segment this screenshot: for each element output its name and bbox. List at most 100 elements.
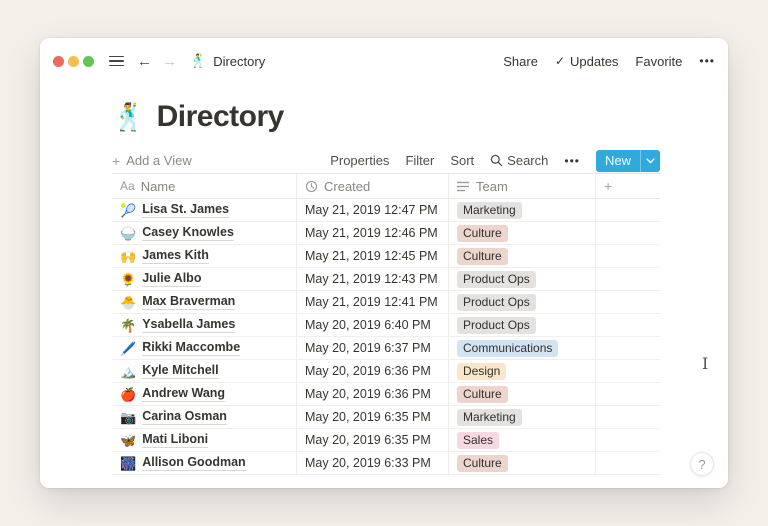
add-view-label: Add a View (126, 153, 192, 168)
table-row[interactable]: 🏔️ Kyle Mitchell May 20, 2019 6:36 PM Des… (112, 360, 660, 383)
empty-cell[interactable] (596, 452, 658, 474)
person-name[interactable]: Mati Liboni (142, 432, 209, 449)
created-cell[interactable]: May 21, 2019 12:46 PM (297, 222, 449, 244)
empty-cell[interactable] (596, 360, 658, 382)
created-cell[interactable]: May 21, 2019 12:41 PM (297, 291, 449, 313)
column-header-team[interactable]: Team (449, 174, 596, 198)
sort-button[interactable]: Sort (450, 153, 475, 168)
page-title: 🕺 Directory (112, 98, 660, 136)
empty-cell[interactable] (596, 291, 658, 313)
person-name[interactable]: Andrew Wang (142, 386, 226, 403)
favorite-button[interactable]: Favorite (635, 53, 683, 69)
notion-window: ← → 🕺 Directory Share ✓ Updates Favorite… (40, 38, 728, 488)
table-row[interactable]: 🍚 Casey Knowles May 21, 2019 12:46 PM Cul… (112, 222, 660, 245)
new-button[interactable]: New (595, 149, 660, 172)
table-row[interactable]: 🍎 Andrew Wang May 20, 2019 6:36 PM Cultur… (112, 383, 660, 406)
created-cell[interactable]: May 21, 2019 12:45 PM (297, 245, 449, 267)
team-tag[interactable]: Culture (457, 224, 508, 242)
table-row[interactable]: 🎆 Allison Goodman May 20, 2019 6:33 PM Cu… (112, 452, 660, 475)
empty-cell[interactable] (596, 337, 658, 359)
titlebar: ← → 🕺 Directory Share ✓ Updates Favorite… (40, 46, 728, 76)
minimize-button[interactable] (68, 55, 79, 67)
created-cell[interactable]: May 20, 2019 6:35 PM (297, 406, 449, 428)
team-tag[interactable]: Communications (457, 339, 559, 357)
text-cursor-icon: I (702, 354, 709, 373)
properties-button[interactable]: Properties (330, 153, 390, 168)
person-name[interactable]: Rikki Maccombe (142, 340, 241, 357)
search-button[interactable]: Search (490, 153, 548, 168)
person-name[interactable]: Kyle Mitchell (142, 363, 219, 380)
person-name[interactable]: Allison Goodman (142, 455, 246, 472)
page-title-text[interactable]: Directory (156, 100, 285, 133)
column-header-name[interactable]: Aa Name (112, 174, 297, 198)
empty-cell[interactable] (596, 406, 658, 428)
team-tag[interactable]: Product Ops (457, 316, 536, 334)
titlebar-actions: Share ✓ Updates Favorite ••• (503, 54, 715, 69)
person-name[interactable]: Casey Knowles (142, 225, 234, 242)
share-button[interactable]: Share (503, 53, 538, 69)
empty-cell[interactable] (596, 222, 658, 244)
breadcrumb[interactable]: 🕺 Directory (190, 53, 265, 69)
person-name[interactable]: Carina Osman (142, 409, 227, 426)
created-cell[interactable]: May 20, 2019 6:37 PM (297, 337, 449, 359)
created-cell[interactable]: May 20, 2019 6:35 PM (297, 429, 449, 451)
team-tag[interactable]: Sales (457, 431, 500, 449)
team-tag[interactable]: Product Ops (457, 270, 536, 288)
updates-button[interactable]: ✓ Updates (555, 54, 618, 69)
empty-cell[interactable] (596, 429, 658, 451)
table-row[interactable]: 🌻 Julie Albo May 21, 2019 12:43 PM Produc… (112, 268, 660, 291)
empty-cell[interactable] (596, 314, 658, 336)
team-tag[interactable]: Marketing (457, 201, 522, 219)
chevron-down-icon[interactable] (640, 149, 660, 172)
table-row[interactable]: 🌴 Ysabella James May 20, 2019 6:40 PM Pro… (112, 314, 660, 337)
table-body: 🎾 Lisa St. James May 21, 2019 12:47 PM Ma… (112, 199, 660, 475)
row-emoji: 🌻 (120, 271, 137, 287)
table-row[interactable]: 🦋 Mati Liboni May 20, 2019 6:35 PM Sales (112, 429, 660, 452)
table-header: Aa Name Created Team + (112, 174, 660, 199)
column-header-created[interactable]: Created (297, 174, 449, 198)
person-name[interactable]: James Kith (142, 248, 209, 265)
help-button[interactable]: ? (690, 452, 714, 476)
team-tag[interactable]: Culture (457, 385, 508, 403)
select-list-icon (457, 181, 470, 192)
add-column-button[interactable]: + (604, 178, 613, 194)
empty-cell[interactable] (596, 268, 658, 290)
page-title-emoji: 🕺 (112, 102, 146, 132)
created-cell[interactable]: May 20, 2019 6:33 PM (297, 452, 449, 474)
created-cell[interactable]: May 20, 2019 6:40 PM (297, 314, 449, 336)
empty-cell[interactable] (596, 245, 658, 267)
person-name[interactable]: Ysabella James (142, 317, 236, 334)
back-icon[interactable]: ← (137, 52, 152, 70)
empty-cell[interactable] (596, 199, 658, 221)
person-name[interactable]: Max Braverman (142, 294, 236, 311)
zoom-button[interactable] (83, 55, 94, 67)
team-tag[interactable]: Culture (457, 454, 508, 472)
team-tag[interactable]: Culture (457, 247, 508, 265)
row-emoji: 📷 (120, 409, 137, 425)
row-emoji: 🎾 (120, 202, 137, 218)
row-emoji: 🏔️ (120, 363, 137, 379)
table-row[interactable]: 🎾 Lisa St. James May 21, 2019 12:47 PM Ma… (112, 199, 660, 222)
table-row[interactable]: 🖊️ Rikki Maccombe May 20, 2019 6:37 PM Co… (112, 337, 660, 360)
view-more-icon[interactable]: ••• (564, 153, 580, 168)
forward-icon[interactable]: → (162, 52, 177, 70)
team-tag[interactable]: Marketing (457, 408, 522, 426)
team-tag[interactable]: Design (457, 362, 507, 380)
sidebar-menu-icon[interactable] (109, 55, 124, 67)
person-name[interactable]: Julie Albo (142, 271, 202, 288)
close-button[interactable] (53, 55, 64, 67)
add-view-button[interactable]: + Add a View (112, 153, 192, 169)
created-cell[interactable]: May 21, 2019 12:47 PM (297, 199, 449, 221)
filter-button[interactable]: Filter (405, 153, 435, 168)
person-name[interactable]: Lisa St. James (142, 202, 230, 219)
team-tag[interactable]: Product Ops (457, 293, 536, 311)
table-row[interactable]: 🙌 James Kith May 21, 2019 12:45 PM Cultur… (112, 245, 660, 268)
more-options-icon[interactable]: ••• (699, 54, 715, 68)
created-cell[interactable]: May 20, 2019 6:36 PM (297, 383, 449, 405)
empty-cell[interactable] (596, 383, 658, 405)
created-cell[interactable]: May 21, 2019 12:43 PM (297, 268, 449, 290)
table-row[interactable]: 🐣 Max Braverman May 21, 2019 12:41 PM Pro… (112, 291, 660, 314)
created-cell[interactable]: May 20, 2019 6:36 PM (297, 360, 449, 382)
table-row[interactable]: 📷 Carina Osman May 20, 2019 6:35 PM Marke… (112, 406, 660, 429)
row-emoji: 🍚 (120, 225, 137, 241)
